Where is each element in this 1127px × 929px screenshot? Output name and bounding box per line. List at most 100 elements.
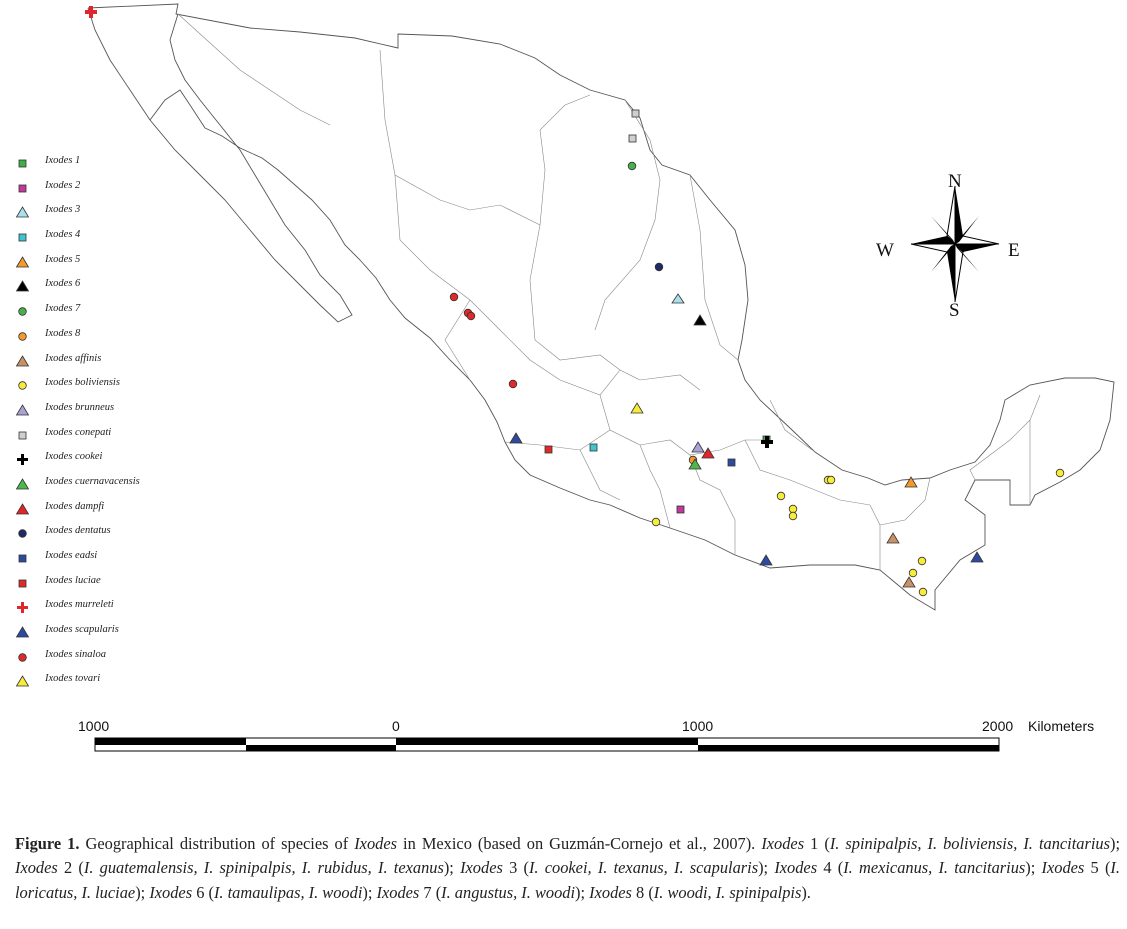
marker-ixodes-brunneus bbox=[691, 441, 705, 453]
marker-ixodes-boliviensis bbox=[918, 587, 928, 597]
legend-symbol-square-icon bbox=[18, 579, 27, 588]
caption-group-number: 1 ( bbox=[804, 834, 830, 853]
legend-item: Ixodes luciae bbox=[14, 574, 194, 599]
scale-bar: 1000 0 1000 2000 Kilometers bbox=[78, 718, 1094, 752]
caption-group-genus: Ixodes bbox=[15, 858, 58, 878]
caption-group-end: ); bbox=[443, 858, 461, 878]
marker-ixodes-boliviensis bbox=[788, 504, 798, 514]
marker-ixodes-conepati bbox=[628, 134, 637, 143]
legend-label: Ixodes cookei bbox=[45, 451, 103, 463]
legend-label: Ixodes tovari bbox=[45, 673, 101, 685]
occurrence-markers bbox=[85, 6, 1065, 597]
legend-symbol-square-icon bbox=[18, 431, 27, 439]
marker-ixodes-boliviensis bbox=[1055, 468, 1065, 478]
legend-item: Ixodes 2 bbox=[14, 179, 194, 204]
figure-caption: Figure 1. Geographical distribution of s… bbox=[15, 832, 1120, 905]
legend-symbol-triangle-icon bbox=[16, 675, 30, 687]
marker-ixodes-tovari bbox=[630, 402, 644, 414]
legend-label: Ixodes 2 bbox=[45, 179, 81, 191]
caption-group-number: 5 ( bbox=[1084, 858, 1111, 878]
legend-item: Ixodes 6 bbox=[14, 277, 194, 302]
caption-figure-label: Figure 1. bbox=[15, 834, 80, 853]
legend-symbol-circle-icon bbox=[18, 381, 27, 390]
legend-label: Ixodes cuernavacensis bbox=[45, 475, 140, 487]
caption-genus: Ixodes bbox=[354, 834, 397, 853]
marker-ixodes-cookei bbox=[761, 436, 773, 448]
legend-label: Ixodes dentatus bbox=[45, 525, 111, 537]
legend-symbol-circle-icon bbox=[18, 307, 27, 316]
marker-ixodes-dentatus bbox=[654, 262, 664, 272]
legend-item: Ixodes conepati bbox=[14, 426, 194, 451]
country-outline bbox=[87, 3, 1115, 611]
caption-group-species: I. woodi, I. spinipalpis bbox=[653, 882, 802, 902]
legend-symbol-square-icon bbox=[18, 159, 27, 168]
legend-label: Ixodes brunneus bbox=[45, 401, 115, 413]
legend-item: Ixodes cuernavacensis bbox=[14, 475, 194, 500]
caption-group-species: I. angustus, I. woodi bbox=[441, 882, 576, 902]
legend-label: Ixodes 7 bbox=[45, 303, 81, 315]
legend-label: Ixodes boliviensis bbox=[45, 377, 120, 389]
caption-group-end: ); bbox=[758, 858, 775, 878]
legend-item: Ixodes 7 bbox=[14, 302, 194, 327]
compass-north: N bbox=[948, 171, 962, 192]
legend-item: Ixodes 1 bbox=[14, 154, 194, 179]
caption-group-number: 4 ( bbox=[817, 858, 844, 878]
legend-symbol-triangle-icon bbox=[16, 255, 30, 268]
legend-symbol-cross-icon bbox=[17, 602, 28, 614]
marker-ixodes-eadsi bbox=[727, 458, 736, 467]
legend-item: Ixodes brunneus bbox=[14, 401, 194, 426]
marker-ixodes-murreleti bbox=[85, 6, 97, 18]
marker-ixodes-2 bbox=[676, 505, 685, 514]
compass-east: E bbox=[1008, 240, 1020, 261]
legend-label: Ixodes 1 bbox=[45, 155, 81, 166]
marker-ixodes-3 bbox=[671, 293, 685, 304]
marker-ixodes-scapularis bbox=[509, 432, 523, 444]
marker-ixodes-luciae bbox=[544, 445, 553, 454]
legend-symbol-triangle-icon bbox=[16, 626, 30, 638]
caption-text: in Mexico (based on Guzmán-Cornejo et al… bbox=[397, 834, 762, 853]
legend-label: Ixodes 8 bbox=[45, 327, 81, 339]
legend-label: Ixodes murreleti bbox=[45, 599, 114, 611]
marker-ixodes-boliviensis bbox=[917, 556, 927, 566]
marker-ixodes-7 bbox=[627, 161, 637, 171]
legend-label: Ixodes conepati bbox=[45, 426, 112, 438]
legend-symbol-circle-icon bbox=[18, 529, 27, 539]
scale-label-1000-right: 1000 bbox=[682, 718, 713, 734]
marker-ixodes-sinaloa bbox=[466, 311, 476, 321]
legend-label: Ixodes 3 bbox=[45, 204, 81, 216]
caption-group-end: ); bbox=[575, 882, 590, 902]
legend-symbol-triangle-icon bbox=[16, 478, 30, 490]
legend-item: Ixodes boliviensis bbox=[14, 376, 194, 401]
marker-ixodes-boliviensis bbox=[776, 491, 786, 501]
marker-ixodes-affinis bbox=[886, 532, 900, 544]
legend-label: Ixodes eadsi bbox=[45, 550, 98, 561]
caption-group-species: I. guatemalensis, I. spinipalpis, I. rub… bbox=[83, 858, 444, 878]
caption-group-number: 2 ( bbox=[57, 858, 84, 878]
marker-ixodes-affinis bbox=[902, 576, 916, 588]
compass-west: W bbox=[876, 240, 894, 261]
legend-item: Ixodes 4 bbox=[14, 228, 194, 253]
legend-symbol-square-icon bbox=[18, 554, 27, 563]
caption-group-genus: Ixodes bbox=[589, 882, 632, 902]
map-legend: Ixodes 1 Ixodes 2 Ixodes 3 Ixodes 4 Ixodes 5… bbox=[14, 154, 194, 697]
caption-group-genus: Ixodes bbox=[460, 858, 503, 878]
legend-symbol-triangle-icon bbox=[16, 502, 30, 515]
legend-symbol-triangle-icon bbox=[16, 354, 30, 366]
legend-item: Ixodes scapularis bbox=[14, 623, 194, 648]
caption-group-number: 3 ( bbox=[502, 858, 529, 878]
marker-ixodes-boliviensis bbox=[908, 568, 918, 578]
caption-group-species: I. spinipalpis, I. boliviensis, I. tanci… bbox=[829, 834, 1110, 853]
marker-ixodes-boliviensis bbox=[826, 475, 836, 485]
scale-unit: Kilometers bbox=[1028, 718, 1094, 734]
marker-ixodes-dampfi bbox=[701, 447, 715, 459]
caption-group-species: I. mexicanus, I. tancitarius bbox=[843, 858, 1026, 878]
legend-label: Ixodes 6 bbox=[45, 278, 81, 290]
scale-label-2000: 2000 bbox=[982, 718, 1013, 734]
marker-ixodes-boliviensis bbox=[788, 511, 798, 521]
legend-symbol-circle-icon bbox=[18, 332, 27, 341]
marker-ixodes-scapularis bbox=[970, 551, 984, 563]
mexico-map: N S E W 1000 0 1000 2000 Kilometers bbox=[78, 3, 1115, 752]
caption-group-genus: Ixodes bbox=[761, 834, 805, 853]
legend-symbol-square-icon bbox=[18, 233, 27, 242]
